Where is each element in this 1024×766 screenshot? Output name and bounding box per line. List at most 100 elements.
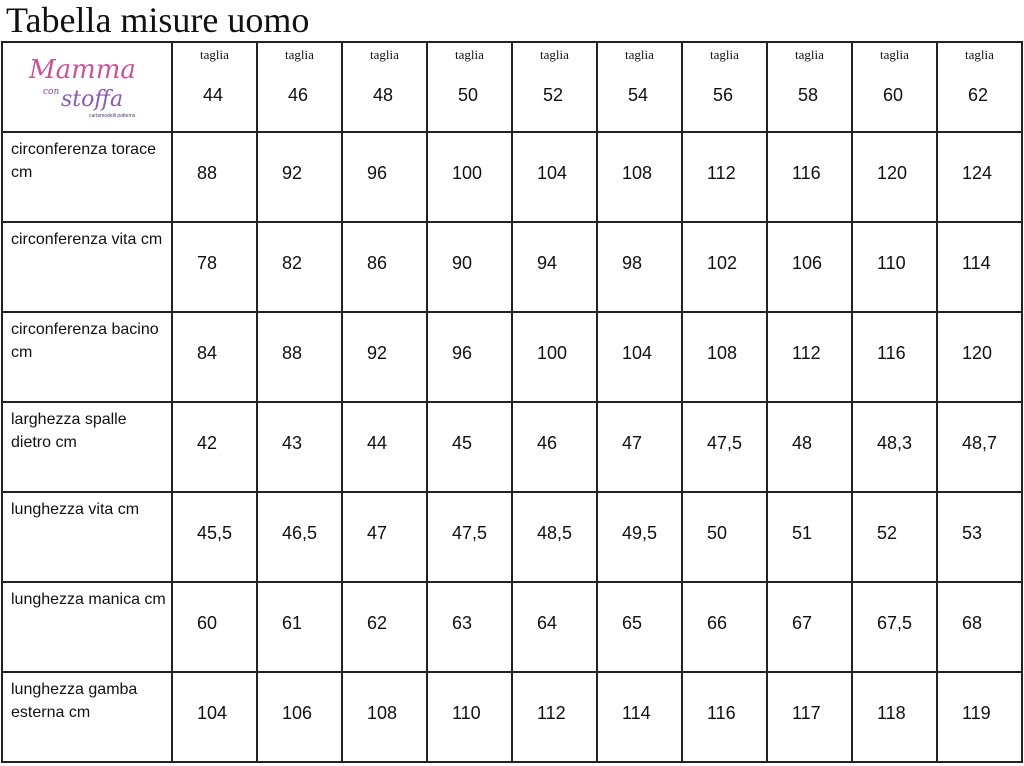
value-cell: 114 — [936, 221, 1023, 313]
measurement-value: 108 — [707, 343, 738, 363]
measurement-value: 48,5 — [537, 523, 573, 543]
size-header-cell: taglia 60 — [851, 41, 938, 133]
value-cell: 53 — [936, 491, 1023, 583]
measurement-value: 47,5 — [452, 523, 488, 543]
measurement-value: 112 — [707, 163, 736, 183]
header-row: Mamma con stoffa cartamodelli patterns t… — [1, 41, 1023, 133]
logo-cell: Mamma con stoffa cartamodelli patterns — [1, 41, 173, 133]
value-cell: 92 — [341, 311, 428, 403]
measurement-value: 61 — [282, 613, 303, 633]
size-value: 58 — [798, 85, 819, 105]
logo-tagline: cartamodelli patterns — [89, 113, 136, 119]
value-cell: 98 — [596, 221, 683, 313]
measurement-value: 104 — [537, 163, 568, 183]
value-cell: 106 — [766, 221, 853, 313]
taglia-label: taglia — [200, 47, 229, 62]
value-cell: 44 — [341, 401, 428, 493]
size-value: 44 — [203, 85, 224, 105]
measurement-value: 67,5 — [877, 613, 913, 633]
row-label: lunghezza manica cm — [11, 591, 166, 608]
taglia-label: taglia — [455, 47, 484, 62]
value-cell: 106 — [256, 671, 343, 763]
measurement-value: 66 — [707, 613, 728, 633]
value-cell: 88 — [171, 131, 258, 223]
value-cell: 104 — [596, 311, 683, 403]
measurement-value: 48 — [792, 433, 813, 453]
size-header-cell: taglia 48 — [341, 41, 428, 133]
measurement-value: 64 — [537, 613, 558, 633]
logo-text: Mamma — [29, 55, 136, 85]
row-label-cell: circonferenza torace cm — [1, 131, 173, 223]
value-cell: 94 — [511, 221, 598, 313]
value-cell: 108 — [341, 671, 428, 763]
measurement-value: 98 — [622, 253, 643, 273]
measurement-value: 102 — [707, 253, 738, 273]
measurement-value: 42 — [197, 433, 218, 453]
value-cell: 48 — [766, 401, 853, 493]
value-cell: 90 — [426, 221, 513, 313]
value-cell: 67 — [766, 581, 853, 673]
measurement-value: 100 — [452, 163, 483, 183]
value-cell: 119 — [936, 671, 1023, 763]
measurement-value: 106 — [282, 703, 313, 723]
value-cell: 78 — [171, 221, 258, 313]
measurement-value: 44 — [367, 433, 388, 453]
logo-text: stoffa — [61, 87, 124, 112]
value-cell: 116 — [766, 131, 853, 223]
taglia-label: taglia — [795, 47, 824, 62]
value-cell: 86 — [341, 221, 428, 313]
size-header-cell: taglia 46 — [256, 41, 343, 133]
measurement-value: 88 — [197, 163, 218, 183]
value-cell: 68 — [936, 581, 1023, 673]
measurement-value: 84 — [197, 343, 218, 363]
measurement-value: 86 — [367, 253, 388, 273]
value-cell: 96 — [426, 311, 513, 403]
measurement-value: 124 — [962, 163, 993, 183]
table-row: lunghezza vita cm 45,5 46,5 47 47,5 48,5 49,5 5… — [1, 491, 1023, 583]
taglia-label: taglia — [710, 47, 739, 62]
row-label: circonferenza vita cm — [11, 231, 163, 248]
value-cell: 102 — [681, 221, 768, 313]
taglia-label: taglia — [965, 47, 994, 62]
table-row: lunghezza manica cm 60 61 62 63 64 65 66 67 67,5 6… — [1, 581, 1023, 673]
measurement-value: 108 — [367, 703, 398, 723]
value-cell: 120 — [851, 131, 938, 223]
measurement-value: 116 — [707, 703, 736, 723]
measurement-value: 47,5 — [707, 433, 743, 453]
measurement-value: 51 — [792, 523, 813, 543]
size-value: 62 — [968, 85, 989, 105]
measurement-value: 110 — [877, 253, 906, 273]
size-header-cell: taglia 62 — [936, 41, 1023, 133]
size-value: 50 — [458, 85, 479, 105]
measurement-value: 52 — [877, 523, 898, 543]
measurement-value: 53 — [962, 523, 983, 543]
row-label: circonferenza bacino cm — [11, 321, 159, 361]
value-cell: 47,5 — [426, 491, 513, 583]
measurement-value: 82 — [282, 253, 303, 273]
table-row: lunghezza gamba esterna cm 104 106 108 110 11… — [1, 671, 1023, 763]
measurement-value: 65 — [622, 613, 643, 633]
value-cell: 47 — [341, 491, 428, 583]
measurement-value: 90 — [452, 253, 473, 273]
measurement-value: 46 — [537, 433, 558, 453]
size-header-cell: taglia 54 — [596, 41, 683, 133]
size-value: 60 — [883, 85, 904, 105]
value-cell: 110 — [426, 671, 513, 763]
measurement-value: 116 — [877, 343, 906, 363]
measurement-value: 119 — [962, 703, 991, 723]
size-header-cell: taglia 44 — [171, 41, 258, 133]
value-cell: 67,5 — [851, 581, 938, 673]
value-cell: 61 — [256, 581, 343, 673]
measurement-value: 48,7 — [962, 433, 998, 453]
value-cell: 114 — [596, 671, 683, 763]
row-label-cell: lunghezza vita cm — [1, 491, 173, 583]
table-row: circonferenza torace cm 88 92 96 100 104 108 11… — [1, 131, 1023, 223]
table-row: larghezza spalle dietro cm 42 43 44 45 46 47 47… — [1, 401, 1023, 493]
measurement-value: 117 — [792, 703, 821, 723]
value-cell: 43 — [256, 401, 343, 493]
measurement-value: 100 — [537, 343, 568, 363]
value-cell: 47,5 — [681, 401, 768, 493]
measurement-value: 49,5 — [622, 523, 658, 543]
measurement-value: 116 — [792, 163, 821, 183]
value-cell: 112 — [766, 311, 853, 403]
